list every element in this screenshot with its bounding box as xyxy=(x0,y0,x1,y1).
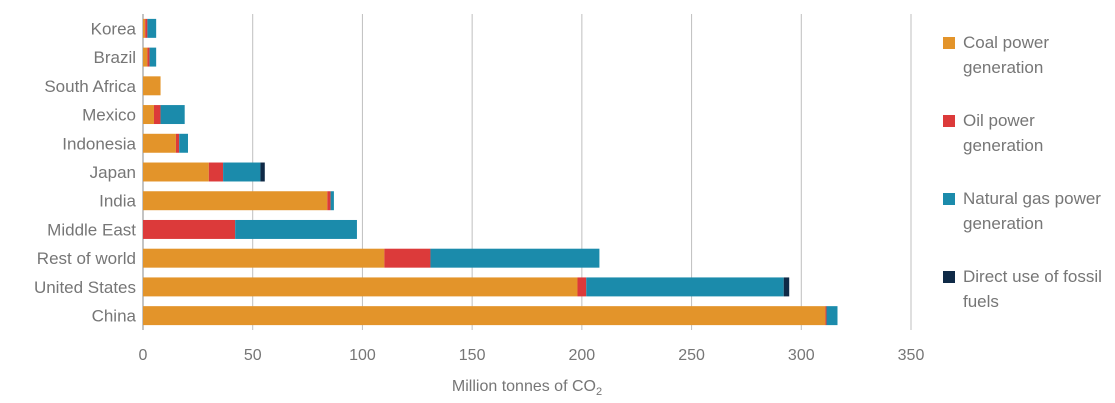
category-label: Japan xyxy=(90,163,136,182)
bar-segment xyxy=(327,191,331,211)
bar-segment xyxy=(826,306,838,326)
legend-swatch xyxy=(943,37,955,49)
legend-swatch xyxy=(943,193,955,205)
x-axis-title-text: Million tonnes of CO xyxy=(451,378,596,395)
bar-segment xyxy=(260,162,265,182)
bar-segment xyxy=(143,248,385,268)
category-label: Korea xyxy=(91,19,137,38)
x-tick-label: 250 xyxy=(678,347,705,364)
gridlines xyxy=(142,14,912,330)
bar-segment xyxy=(577,277,587,297)
category-labels: Korea Brazil South Africa Mexico Indonesia Ja… xyxy=(34,19,137,325)
legend-swatch xyxy=(943,115,955,127)
category-label: South Africa xyxy=(44,77,136,96)
bar-segment xyxy=(179,133,188,153)
category-label: Mexico xyxy=(82,106,136,125)
bar-segment xyxy=(143,162,209,182)
bar-segment xyxy=(143,76,161,96)
bar-segment xyxy=(143,133,176,153)
legend-label: Coal power generation xyxy=(963,33,1049,77)
bar-segment xyxy=(330,191,334,211)
x-tick-labels: 0 50 100 150 200 250 300 350 xyxy=(139,347,925,364)
bar-segment xyxy=(143,277,578,297)
bar-segment xyxy=(783,277,790,297)
legend: Coal power generation Oil power generatio… xyxy=(943,30,1113,314)
legend-label: Natural gas power generation xyxy=(963,189,1101,233)
bar-segment xyxy=(825,306,827,326)
bar-segment xyxy=(208,162,224,182)
legend-item: Natural gas power generation xyxy=(943,186,1113,236)
category-label: Rest of world xyxy=(37,249,136,268)
bar-segment xyxy=(143,306,826,326)
legend-item: Oil power generation xyxy=(943,108,1113,158)
x-tick-label: 150 xyxy=(459,347,486,364)
bars xyxy=(143,18,838,326)
legend-item: Coal power generation xyxy=(943,30,1113,80)
bar-segment xyxy=(430,248,600,268)
category-label: India xyxy=(99,192,136,211)
bar-segment xyxy=(143,18,146,38)
category-label: Indonesia xyxy=(62,134,136,153)
bar-segment xyxy=(223,162,261,182)
bar-segment xyxy=(586,277,784,297)
bar-segment xyxy=(153,105,161,125)
x-tick-label: 0 xyxy=(139,347,148,364)
bar-segment xyxy=(384,248,431,268)
bar-segment xyxy=(235,219,357,239)
bar-segment xyxy=(143,219,236,239)
bar-segment xyxy=(147,47,150,67)
category-label: China xyxy=(92,307,137,326)
x-tick-label: 350 xyxy=(898,347,925,364)
x-axis-title: Million tonnes of CO2 xyxy=(143,378,911,398)
bar-segment xyxy=(143,105,154,125)
x-tick-label: 100 xyxy=(349,347,376,364)
category-label: Brazil xyxy=(93,48,136,67)
bar-segment xyxy=(147,18,157,38)
bar-segment xyxy=(145,18,148,38)
x-tick-label: 300 xyxy=(788,347,815,364)
bar-segment xyxy=(175,133,180,153)
bar-segment xyxy=(143,47,148,67)
x-axis-title-subscript: 2 xyxy=(595,386,603,399)
legend-label: Direct use of fossil fuels xyxy=(963,267,1102,311)
legend-item: Direct use of fossil fuels xyxy=(943,264,1113,314)
bar-segment xyxy=(160,105,185,125)
category-label: Middle East xyxy=(47,220,136,239)
category-label: United States xyxy=(34,278,136,297)
bar-segment xyxy=(143,191,328,211)
legend-label: Oil power generation xyxy=(963,111,1044,155)
x-tick-label: 50 xyxy=(244,347,262,364)
legend-swatch xyxy=(943,271,955,283)
bar-segment xyxy=(149,47,157,67)
x-tick-label: 200 xyxy=(569,347,596,364)
